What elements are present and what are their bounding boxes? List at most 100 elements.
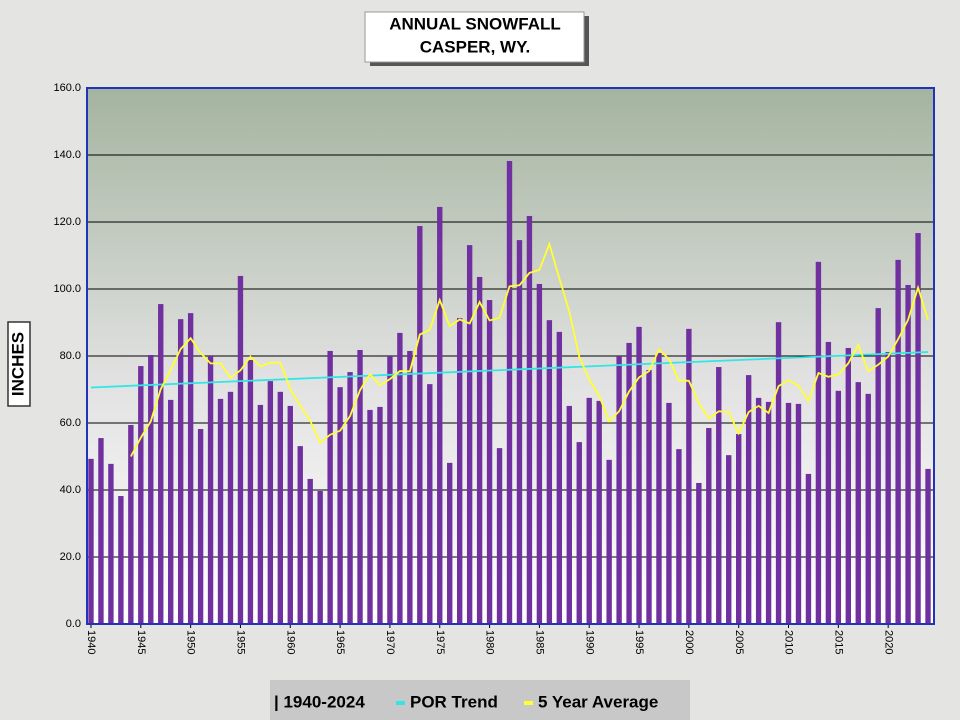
y-tick-label: 60.0 (60, 417, 81, 429)
bar (357, 349, 363, 624)
legend-label: 5 Year Average (538, 692, 658, 711)
y-tick-label: 0.0 (66, 618, 81, 630)
bar (666, 402, 672, 624)
bar (676, 449, 682, 624)
bar (437, 206, 443, 625)
bar (237, 275, 244, 624)
y-tick-label: 160.0 (53, 82, 81, 94)
bar (596, 400, 602, 624)
bar (108, 463, 114, 624)
bar (835, 390, 842, 624)
bar (656, 352, 662, 624)
line (90, 351, 929, 389)
bar (247, 360, 254, 624)
x-tick-label: 1940 (85, 630, 97, 654)
bar (825, 341, 832, 624)
line (130, 241, 929, 457)
bar (736, 434, 742, 624)
bar (88, 458, 94, 624)
x-tick-label: 2020 (882, 630, 894, 654)
bar (307, 478, 313, 624)
bar (158, 304, 164, 624)
bar (267, 381, 274, 624)
bar (526, 215, 533, 624)
legend-label: | 1940-2024 (274, 692, 365, 711)
bar (148, 354, 154, 624)
bar (347, 372, 353, 624)
bar (716, 367, 722, 624)
x-tick-label: 1970 (384, 630, 396, 654)
bar (187, 313, 194, 624)
bar (197, 429, 204, 624)
bar (476, 276, 483, 624)
bar (138, 366, 144, 624)
bar (686, 328, 692, 624)
bar (576, 442, 582, 624)
bar (327, 350, 333, 624)
bar (726, 455, 732, 624)
bar (855, 382, 861, 624)
y-tick-label: 80.0 (60, 350, 81, 362)
bar (636, 326, 642, 624)
bar (745, 375, 752, 624)
x-tick-label: 1985 (533, 630, 545, 654)
bar (128, 425, 134, 624)
legend-swatch (396, 701, 405, 705)
chart-title: ANNUAL SNOWFALL (389, 14, 561, 33)
y-tick-label: 100.0 (53, 283, 81, 295)
bar (556, 331, 563, 624)
bar (217, 398, 224, 624)
bar (317, 491, 323, 624)
x-tick-label: 2005 (733, 630, 745, 654)
bar (895, 259, 901, 624)
bar (257, 404, 264, 624)
bar (506, 161, 513, 624)
legend-box (270, 680, 690, 720)
bar (815, 261, 822, 624)
plot-border (86, 87, 935, 625)
x-tick-label: 1990 (583, 630, 595, 654)
x-tick-label: 1980 (484, 630, 496, 654)
chart-title: CASPER, WY. (420, 37, 531, 56)
bar (626, 342, 632, 624)
bar (566, 405, 572, 624)
bar (905, 284, 911, 624)
bar (845, 347, 851, 624)
bar (447, 462, 453, 624)
bar (456, 318, 463, 624)
bar (915, 233, 921, 624)
bar (337, 387, 343, 624)
bar (925, 468, 931, 624)
bar (297, 446, 303, 624)
bar (417, 226, 423, 624)
bar (407, 350, 413, 624)
bar (706, 428, 712, 624)
bar (516, 240, 523, 624)
bar (377, 406, 383, 624)
bar (795, 403, 802, 624)
x-tick-label: 1975 (434, 630, 446, 654)
bar (755, 397, 762, 624)
bar (287, 405, 293, 624)
bar (98, 438, 104, 624)
bar (486, 300, 493, 624)
bar (118, 496, 124, 624)
x-tick-label: 2000 (683, 630, 695, 654)
bar (277, 391, 284, 624)
y-tick-label: 140.0 (53, 149, 81, 161)
x-tick-label: 1995 (633, 630, 645, 654)
legend-label: POR Trend (410, 692, 498, 711)
bar (207, 356, 214, 624)
bar (646, 370, 652, 624)
x-tick-label: 1950 (185, 630, 197, 654)
x-tick-label: 1945 (135, 630, 147, 654)
x-tick-label: 2010 (783, 630, 795, 654)
bar (865, 393, 871, 624)
bar (885, 351, 891, 624)
bar (397, 332, 403, 624)
y-axis-label: INCHES (8, 332, 27, 396)
bar (546, 320, 553, 624)
bar (177, 319, 184, 624)
